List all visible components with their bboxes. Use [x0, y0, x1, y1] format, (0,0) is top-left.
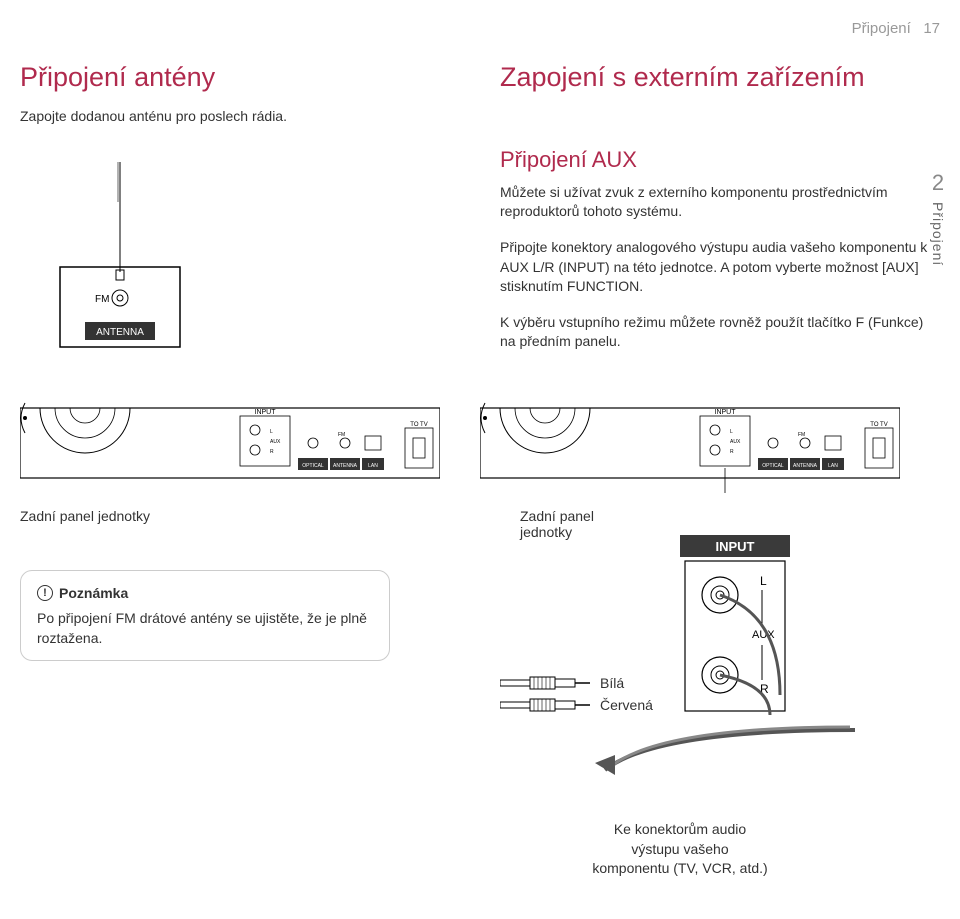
svg-text:LAN: LAN: [828, 463, 838, 469]
right-p2: Připojte konektory analogového výstupu a…: [500, 238, 940, 297]
svg-text:AUX: AUX: [752, 629, 775, 641]
rca-plug-red-icon: [500, 697, 590, 713]
bottom-line1: Ke konektorům audio: [500, 820, 860, 840]
left-device-caption: Zadní panel jednotky: [20, 508, 440, 524]
cable-arrow: [500, 725, 860, 785]
plug-white-row: Bílá: [500, 675, 860, 691]
svg-text:R: R: [270, 449, 274, 455]
rear-panel-right: INPUT L AUX R OPTICAL ANTENNA LAN FM TO …: [480, 398, 900, 498]
side-tab-label: Připojení: [930, 202, 946, 266]
svg-text:LAN: LAN: [368, 463, 378, 469]
svg-text:L: L: [760, 574, 767, 588]
bottom-line3: komponentu (TV, VCR, atd.): [500, 859, 860, 879]
svg-text:FM: FM: [338, 432, 345, 438]
plug-red-label: Červená: [600, 697, 653, 713]
right-device-caption: Zadní panel jednotky: [520, 508, 620, 540]
bottom-line2: výstupu vašeho: [500, 840, 860, 860]
svg-text:L: L: [730, 429, 733, 435]
svg-text:ANTENNA: ANTENNA: [333, 463, 358, 469]
rear-panel-left: INPUT L AUX R OPTICAL ANTENNA LAN FM TO …: [20, 398, 440, 498]
svg-text:TO TV: TO TV: [410, 422, 427, 428]
section-label: Připojení: [852, 20, 911, 37]
svg-text:TO TV: TO TV: [870, 422, 887, 428]
note-title: Poznámka: [59, 585, 128, 601]
right-p1: Můžete si užívat zvuk z externího kompon…: [500, 183, 940, 222]
bottom-text: Ke konektorům audio výstupu vašeho kompo…: [500, 820, 860, 879]
rca-plug-white-icon: [500, 675, 590, 691]
fm-label: FM: [95, 294, 109, 305]
svg-text:FM: FM: [798, 432, 805, 438]
svg-text:INPUT: INPUT: [255, 409, 277, 416]
antenna-label: ANTENNA: [96, 327, 144, 338]
svg-text:OPTICAL: OPTICAL: [762, 463, 784, 469]
svg-text:ANTENNA: ANTENNA: [793, 463, 818, 469]
note-text: Po připojení FM drátové antény se ujistě…: [37, 609, 373, 648]
side-tab-number: 2: [930, 170, 946, 196]
input-title: INPUT: [716, 539, 755, 554]
left-para1: Zapojte dodanou anténu pro poslech rádia…: [20, 107, 460, 127]
right-p3: K výběru vstupního režimu můžete rovněž …: [500, 313, 940, 352]
plug-red-row: Červená: [500, 697, 860, 713]
svg-text:INPUT: INPUT: [715, 409, 737, 416]
svg-text:R: R: [730, 449, 734, 455]
right-subtitle: Připojení AUX: [500, 147, 940, 173]
page-number: 17: [923, 20, 940, 37]
note-box: ! Poznámka Po připojení FM drátové antén…: [20, 570, 390, 661]
antenna-diagram: ANTENNA FM: [40, 162, 200, 352]
page-header: Připojení 17: [20, 20, 940, 37]
note-title-row: ! Poznámka: [37, 585, 373, 601]
note-icon: !: [37, 585, 53, 601]
svg-text:AUX: AUX: [730, 439, 741, 445]
right-title: Zapojení s externím zařízením: [500, 61, 940, 95]
svg-text:AUX: AUX: [270, 439, 281, 445]
side-tab: 2 Připojení: [930, 170, 946, 269]
plug-white-label: Bílá: [600, 675, 624, 691]
left-title: Připojení antény: [20, 61, 460, 95]
svg-text:L: L: [270, 429, 273, 435]
connector-area: Bílá Červená Ke konektorům audio výstupu…: [500, 675, 860, 879]
svg-text:OPTICAL: OPTICAL: [302, 463, 324, 469]
